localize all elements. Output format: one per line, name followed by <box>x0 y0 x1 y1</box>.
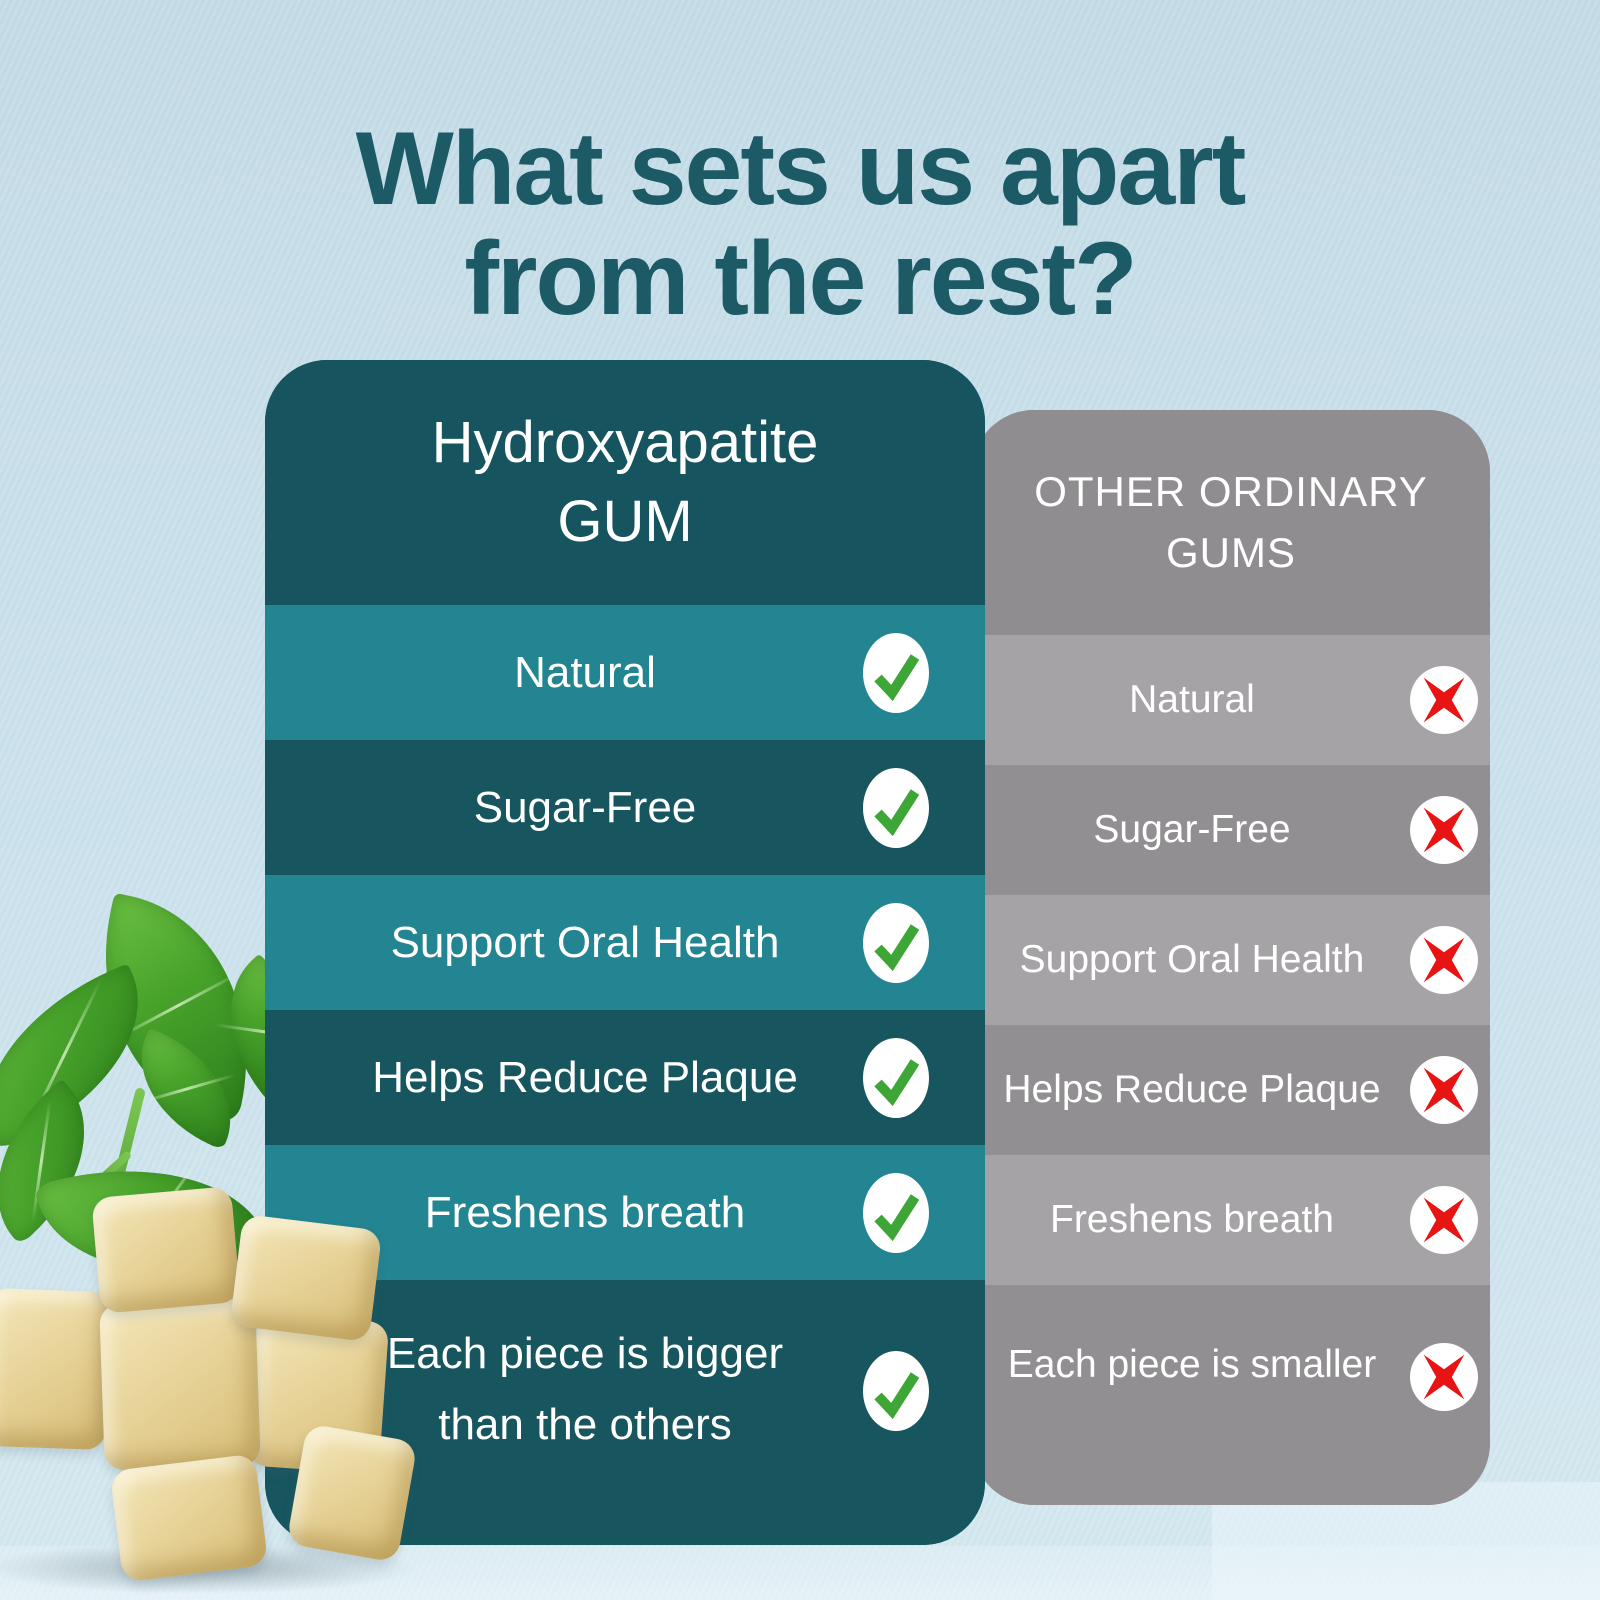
feature-row-plaque: Helps Reduce Plaque <box>265 1010 985 1145</box>
hydroxyapatite-card-header: Hydroxyapatite GUM <box>265 360 985 605</box>
feature-label: Natural <box>1129 678 1255 721</box>
gum-cubes-photo <box>0 1170 460 1600</box>
check-icon <box>863 1172 929 1253</box>
gum-cube <box>286 1423 418 1563</box>
other-gums-card: OTHER ORDINARY GUMS Natural Sugar-Free S… <box>972 410 1490 1505</box>
feature-label: Freshens breath <box>424 1187 746 1237</box>
feature-row-breath: Freshens breath <box>972 1155 1490 1285</box>
feature-row-piece-size: Each piece is smaller <box>972 1285 1490 1505</box>
check-icon <box>863 902 929 983</box>
gum-cube <box>0 1287 111 1451</box>
cross-icon <box>1410 1343 1478 1412</box>
cross-icon <box>1410 666 1478 734</box>
gum-cube <box>109 1453 269 1583</box>
feature-row-sugar-free: Sugar-Free <box>265 740 985 875</box>
cross-icon <box>1410 796 1478 864</box>
check-icon <box>863 1351 929 1432</box>
feature-label: Support Oral Health <box>1019 938 1365 981</box>
feature-label: Freshens breath <box>1050 1198 1334 1241</box>
feature-row-natural: Natural <box>972 635 1490 765</box>
title-line-2: from the rest? <box>464 220 1137 337</box>
hydroxyapatite-title-line-1: Hydroxyapatite <box>431 410 819 476</box>
feature-row-sugar-free: Sugar-Free <box>972 765 1490 895</box>
gum-cube <box>99 1299 261 1471</box>
other-gums-title-line-2: GUMS <box>1166 528 1296 576</box>
feature-row-natural: Natural <box>265 605 985 740</box>
feature-label: Each piece is bigger than the others <box>265 1319 985 1506</box>
gum-cube <box>91 1186 241 1314</box>
feature-label: Support Oral Health <box>390 917 780 967</box>
feature-label-line-1: Each piece is bigger <box>386 1329 784 1379</box>
feature-label: Natural <box>514 647 656 697</box>
feature-label: Sugar-Free <box>473 782 697 832</box>
cross-icon <box>1410 1186 1478 1254</box>
other-gums-card-header: OTHER ORDINARY GUMS <box>972 410 1490 635</box>
title-line-1: What sets us apart <box>355 110 1247 227</box>
feature-label: Helps Reduce Plaque <box>372 1052 798 1102</box>
check-icon <box>863 1037 929 1118</box>
feature-label: Sugar-Free <box>1093 808 1291 851</box>
feature-row-oral-health: Support Oral Health <box>265 875 985 1010</box>
hydroxyapatite-title-line-2: GUM <box>557 488 693 554</box>
feature-label: Helps Reduce Plaque <box>1003 1068 1381 1111</box>
background-bottom-band <box>0 1546 1600 1600</box>
feature-label: Each piece is smaller <box>1007 1342 1377 1386</box>
feature-row-breath: Freshens breath <box>265 1145 985 1280</box>
cross-icon <box>1410 926 1478 994</box>
other-gums-title-line-1: OTHER ORDINARY <box>1034 467 1428 515</box>
check-icon <box>863 767 929 848</box>
cross-icon <box>1410 1056 1478 1124</box>
gum-cube <box>229 1213 383 1343</box>
feature-row-plaque: Helps Reduce Plaque <box>972 1025 1490 1155</box>
feature-row-oral-health: Support Oral Health <box>972 895 1490 1025</box>
page-title: What sets us apart from the rest? <box>0 110 1600 337</box>
check-icon <box>863 632 929 713</box>
feature-label-line-2: than the others <box>438 1399 732 1449</box>
